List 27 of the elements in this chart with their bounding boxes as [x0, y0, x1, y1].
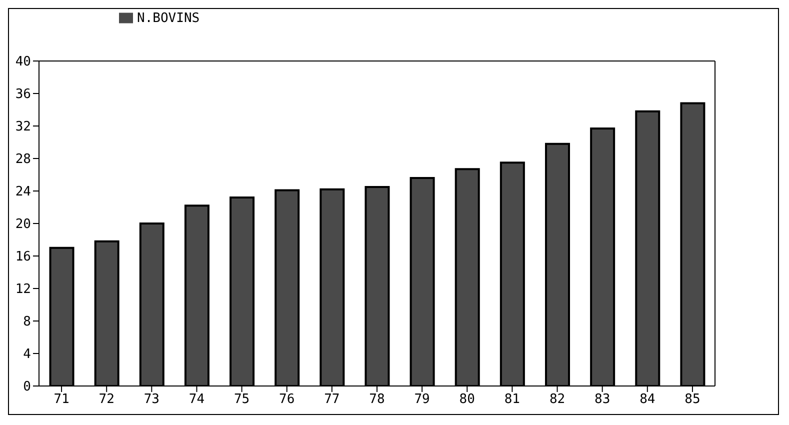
x-tick-label: 80: [459, 392, 475, 408]
x-tick-label: 76: [279, 392, 295, 408]
x-tick-label: 77: [324, 392, 340, 408]
x-tick-label: 81: [504, 392, 520, 408]
x-tick-label: 83: [594, 392, 610, 408]
y-tick-label: 24: [15, 184, 32, 200]
x-tick-label: 79: [414, 392, 430, 408]
y-tick-label: 12: [15, 282, 31, 298]
y-tick-label: 0: [23, 380, 31, 395]
x-tick-label: 72: [98, 392, 114, 408]
x-tick-label: 74: [188, 392, 205, 408]
y-tick-label: 16: [15, 250, 31, 265]
y-tick-label: 20: [15, 217, 31, 232]
y-tick-label: 36: [15, 87, 31, 102]
x-tick-label: 85: [684, 392, 700, 408]
x-tick-label: 82: [549, 392, 566, 408]
x-tick-label: 71: [54, 392, 70, 408]
legend-label: N.BOVINS: [137, 11, 200, 26]
y-tick-label: 40: [15, 54, 31, 70]
x-tick-label: 84: [640, 392, 656, 408]
x-tick-label: 73: [144, 392, 160, 408]
y-tick-label: 8: [23, 314, 31, 330]
y-tick-label: 4: [23, 347, 32, 362]
x-tick-label: 75: [234, 392, 250, 408]
y-tick-label: 28: [15, 152, 31, 168]
y-tick-label: 32: [15, 120, 31, 135]
x-tick-label: 78: [369, 392, 385, 408]
